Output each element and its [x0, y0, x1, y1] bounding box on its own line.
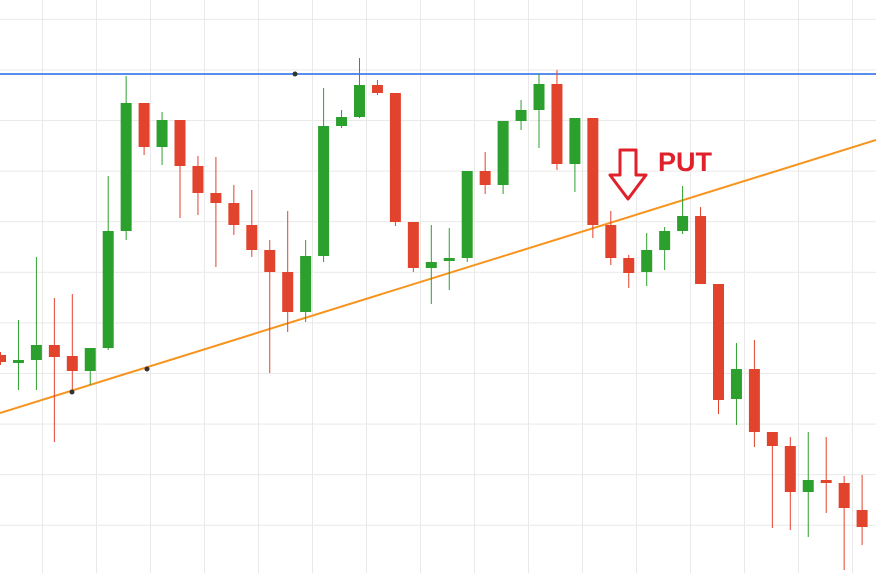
- candle-body: [713, 284, 724, 400]
- candle-body: [264, 250, 276, 272]
- candle-body: [856, 510, 868, 527]
- candle-body: [587, 118, 599, 225]
- candle-body: [766, 432, 778, 446]
- candle-body: [515, 110, 527, 121]
- candle-body: [30, 345, 42, 360]
- down-arrow: [608, 148, 648, 201]
- candle-body: [318, 126, 330, 256]
- candle-body: [354, 85, 365, 117]
- candle-body: [695, 216, 707, 284]
- candle-body: [784, 446, 796, 492]
- candle-body: [479, 171, 491, 185]
- candle-body: [174, 120, 186, 166]
- candle-body: [641, 250, 653, 272]
- candle-body: [569, 118, 581, 164]
- candle-body: [138, 103, 150, 147]
- candle-body: [533, 84, 545, 110]
- candle-body: [802, 480, 814, 492]
- candle-body: [84, 348, 96, 371]
- candle-body: [66, 356, 78, 371]
- candle-body: [246, 225, 258, 250]
- candle-body: [659, 231, 671, 250]
- candle-body: [730, 369, 742, 399]
- candle-body: [623, 258, 635, 273]
- candle-body: [443, 258, 455, 261]
- candle-body: [228, 203, 240, 225]
- candle-body: [371, 85, 383, 93]
- anchor-dot: [292, 71, 298, 77]
- candle-body: [12, 360, 24, 363]
- anchor-dot: [69, 389, 75, 395]
- candle-body: [300, 256, 312, 312]
- anchor-dot: [144, 366, 150, 372]
- candle-body: [748, 369, 760, 432]
- annotation: PUT: [658, 147, 713, 177]
- candle-body: [210, 193, 222, 203]
- candle-body: [389, 93, 401, 222]
- candle-body: [605, 225, 617, 258]
- candle-body: [461, 171, 473, 258]
- candle-body: [120, 103, 132, 231]
- candle-body: [820, 480, 832, 483]
- candle-body: [497, 121, 509, 185]
- candle-body: [48, 345, 60, 357]
- candle-body: [551, 84, 563, 164]
- candle-body: [192, 166, 204, 193]
- candle-body: [407, 222, 419, 268]
- candle-body: [102, 231, 114, 348]
- candle-body: [336, 117, 348, 126]
- candle-body: [425, 262, 437, 268]
- candle-body: [677, 216, 689, 231]
- candle-body: [0, 355, 6, 362]
- candle-body: [282, 272, 294, 312]
- candle-body: [156, 120, 168, 147]
- candle-body: [838, 483, 850, 508]
